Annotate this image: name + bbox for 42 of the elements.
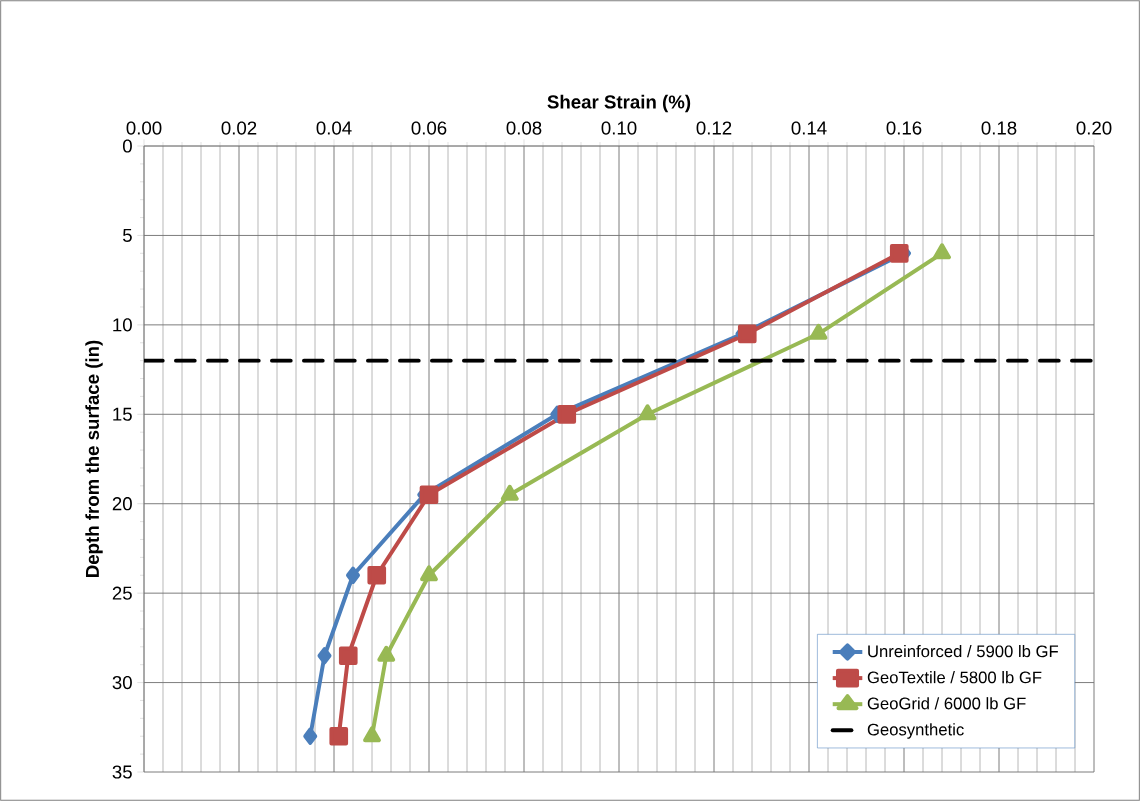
- point: [338, 646, 358, 666]
- point: [363, 726, 381, 743]
- point: [377, 645, 396, 662]
- y-axis-title: Depth from the surface (in): [85, 340, 103, 578]
- point: [346, 566, 360, 584]
- point: [737, 324, 757, 344]
- x-tick-label: 0.08: [506, 121, 542, 135]
- y-tick-label: 20: [112, 497, 132, 511]
- x-tick-label: 0.02: [221, 121, 257, 135]
- y-tick-label: 25: [112, 586, 132, 600]
- point: [638, 404, 657, 421]
- y-tick-label: 15: [113, 407, 132, 421]
- point: [317, 647, 332, 665]
- x-tick-label: 0.06: [411, 121, 447, 135]
- y-tick-label: 0: [122, 139, 132, 153]
- point: [557, 404, 577, 424]
- x-tick-label: 0.20: [1076, 121, 1112, 135]
- point: [889, 243, 909, 263]
- point: [500, 484, 519, 501]
- y-tick-label: 30: [112, 675, 132, 690]
- y-tick-label: 10: [113, 318, 132, 332]
- x-axis-title: Shear Strain (%): [547, 94, 691, 113]
- point: [933, 243, 951, 260]
- point: [809, 323, 828, 340]
- legend-label: Unreinforced / 5900 lb GF: [868, 644, 1059, 658]
- x-tick-label: 0.00: [126, 121, 162, 135]
- y-tick-label: 35: [112, 765, 132, 779]
- x-tick-label: 0.12: [696, 121, 732, 135]
- x-tick-label: 0.16: [886, 121, 922, 135]
- point: [329, 726, 349, 746]
- point: [367, 565, 387, 585]
- point: [303, 727, 318, 745]
- x-tick-label: 0.04: [316, 121, 352, 135]
- legend-label: GeoTextile / 5800 lb GF: [867, 671, 1042, 684]
- point: [420, 565, 438, 582]
- point: [419, 485, 439, 505]
- legend-label: Geosynthetic: [867, 723, 964, 739]
- x-tick-label: 0.18: [981, 121, 1017, 135]
- x-tick-label: 0.10: [601, 121, 637, 135]
- x-tick-label: 0.14: [791, 121, 827, 135]
- legend-label: GeoGrid / 6000 lb GF: [867, 697, 1026, 710]
- y-tick-label: 5: [122, 228, 132, 242]
